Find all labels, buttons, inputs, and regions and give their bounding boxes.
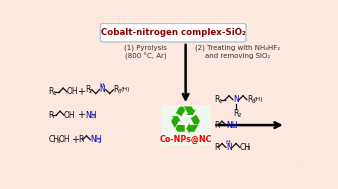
Text: R: R bbox=[214, 143, 220, 152]
Text: R: R bbox=[247, 95, 252, 104]
Text: (1) Pyrolysis
(800 °C, Ar): (1) Pyrolysis (800 °C, Ar) bbox=[124, 44, 167, 60]
Text: H: H bbox=[100, 83, 104, 88]
Text: R: R bbox=[48, 88, 54, 96]
Text: (2) Treating with NH₄HF₂
and removing SiO₂: (2) Treating with NH₄HF₂ and removing Si… bbox=[195, 44, 280, 59]
Text: +: + bbox=[77, 87, 85, 97]
Text: R: R bbox=[214, 95, 220, 104]
Text: +: + bbox=[71, 135, 79, 145]
Text: H: H bbox=[226, 140, 231, 145]
Text: 1: 1 bbox=[219, 99, 222, 104]
Text: 1: 1 bbox=[53, 91, 56, 96]
Text: NH: NH bbox=[85, 111, 96, 120]
Text: OH: OH bbox=[58, 135, 70, 144]
Text: 3: 3 bbox=[56, 139, 60, 144]
Text: R: R bbox=[214, 121, 220, 130]
Text: CH: CH bbox=[240, 143, 251, 152]
Text: 2: 2 bbox=[97, 139, 101, 144]
Text: 3: 3 bbox=[251, 99, 255, 104]
Text: (H): (H) bbox=[254, 97, 263, 102]
Text: 3: 3 bbox=[118, 89, 121, 94]
Text: N: N bbox=[233, 95, 239, 104]
Text: OH: OH bbox=[64, 111, 76, 120]
Text: OH: OH bbox=[67, 88, 79, 96]
Text: 3: 3 bbox=[247, 146, 250, 151]
Text: +: + bbox=[77, 110, 85, 120]
Text: NH: NH bbox=[90, 135, 102, 144]
Text: R: R bbox=[85, 85, 90, 94]
Text: Cobalt-nitrogen complex-SiO₂: Cobalt-nitrogen complex-SiO₂ bbox=[101, 28, 246, 37]
Text: N: N bbox=[100, 85, 105, 94]
FancyBboxPatch shape bbox=[100, 23, 246, 42]
Text: 2: 2 bbox=[233, 124, 236, 129]
Text: R: R bbox=[114, 85, 119, 94]
Text: R: R bbox=[79, 135, 84, 144]
Text: NH: NH bbox=[226, 121, 237, 130]
Text: R: R bbox=[48, 111, 54, 120]
Text: CH: CH bbox=[48, 135, 59, 144]
Text: N: N bbox=[226, 143, 232, 152]
Text: 3: 3 bbox=[92, 114, 95, 119]
Text: ♻: ♻ bbox=[168, 104, 203, 142]
Text: Co-NPs@NC: Co-NPs@NC bbox=[160, 135, 212, 144]
Text: R: R bbox=[234, 109, 239, 118]
Text: 2: 2 bbox=[89, 89, 93, 94]
Text: 2: 2 bbox=[238, 113, 241, 118]
FancyBboxPatch shape bbox=[40, 20, 306, 170]
Text: (H): (H) bbox=[121, 87, 130, 92]
FancyBboxPatch shape bbox=[161, 105, 211, 145]
